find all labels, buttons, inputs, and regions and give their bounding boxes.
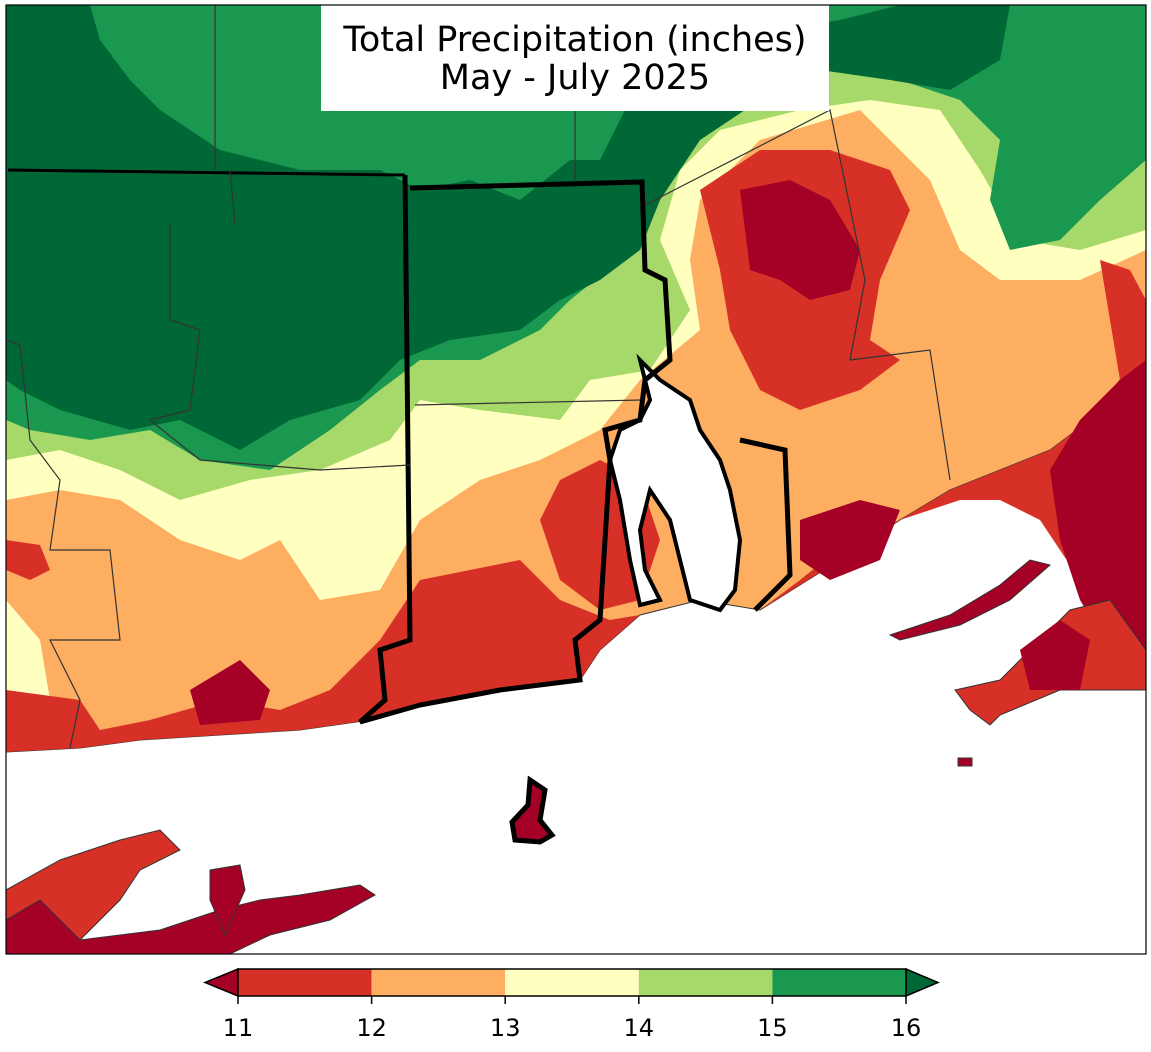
county-border <box>148 225 411 471</box>
colorbar-tick-label: 14 <box>624 1014 655 1042</box>
county-borders <box>6 5 951 749</box>
precipitation-map <box>6 5 1146 954</box>
title-line: May - July 2025 <box>440 58 710 98</box>
colorbar-tick-label: 12 <box>356 1014 387 1042</box>
state-border <box>358 174 673 725</box>
colorbar-segment <box>505 969 639 996</box>
county-border <box>644 109 951 481</box>
county-border <box>6 339 121 749</box>
colorbar-segment <box>371 969 506 996</box>
zone-under-11 <box>740 180 860 300</box>
small-island <box>957 757 973 767</box>
zone-under-11 <box>190 660 270 725</box>
elizabeth-islands <box>888 559 1052 641</box>
colorbar-tick-label: 15 <box>757 1014 788 1042</box>
long-island <box>6 884 376 954</box>
marthas-vineyard <box>1020 620 1090 690</box>
zone-over-16 <box>140 180 320 340</box>
state-border <box>7 168 406 177</box>
colorbar-under <box>203 967 239 998</box>
colorbar-outline <box>237 968 907 997</box>
county-border <box>414 399 641 406</box>
zone-under-11 <box>1050 360 1146 690</box>
colorbar-over <box>905 967 940 998</box>
colorbar-segment <box>772 969 906 996</box>
map-frame <box>5 4 1147 955</box>
long-island <box>209 864 246 937</box>
colorbar-tick-label: 16 <box>891 1014 922 1042</box>
title-box <box>321 5 829 111</box>
state-border <box>739 437 793 612</box>
colorbar-segment <box>238 969 372 996</box>
colorbar-tick-label: 11 <box>223 1014 254 1042</box>
block-island <box>509 775 556 845</box>
zone-under-11 <box>800 500 900 580</box>
zone-over-16 <box>6 5 1010 450</box>
county-border <box>229 169 236 226</box>
title-line: Total Precipitation (inches) <box>342 20 806 60</box>
zone-11-12 <box>6 540 50 580</box>
colorbar-tick-label: 13 <box>490 1014 521 1042</box>
colorbar-segment <box>638 969 773 996</box>
colorbar: 11 12 13 14 15 16 <box>203 967 940 1042</box>
